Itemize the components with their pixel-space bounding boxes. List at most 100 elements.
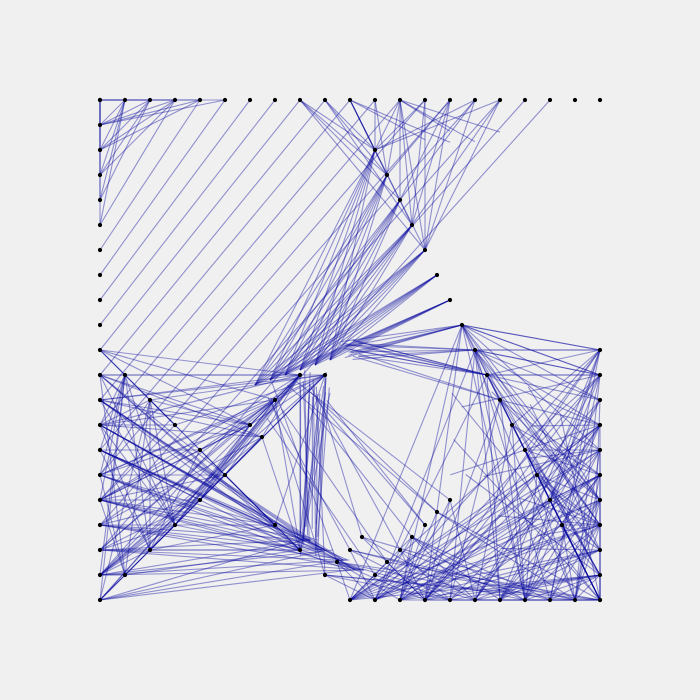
edge-left-mesh	[99, 399, 276, 526]
edge-left-bottom	[99, 449, 361, 571]
edge-bottom-chain	[336, 561, 376, 601]
chain-node	[509, 422, 515, 428]
edge-bottom-chain	[336, 561, 401, 601]
edge-left-bottom	[99, 399, 303, 541]
edge-left-bottom	[99, 569, 351, 601]
top-node	[222, 97, 228, 103]
edge-band	[341, 342, 488, 376]
edge-block-mesh	[261, 374, 301, 438]
top-node	[497, 97, 503, 103]
edge-band	[345, 324, 463, 347]
edge-mid-arc	[317, 378, 327, 547]
edge-arc-left	[99, 99, 176, 226]
edge-bottom-chain	[374, 574, 451, 601]
top-node	[272, 97, 278, 103]
edge-bottom-chain	[399, 549, 526, 601]
edge-top-fan	[424, 99, 476, 251]
chain-node	[472, 347, 478, 353]
right-node	[597, 522, 603, 528]
left-node	[97, 422, 103, 428]
left-node	[97, 472, 103, 478]
edge-mid-bottom	[461, 324, 576, 601]
edge-right-mesh	[486, 374, 601, 401]
edge-mid-arc	[308, 383, 401, 551]
edge-left-mesh	[99, 399, 276, 551]
right-node	[597, 372, 603, 378]
edge-bottom-chain	[349, 561, 388, 601]
edge-block-mesh	[174, 424, 251, 526]
edge-right-mesh	[549, 374, 601, 501]
edge-chain-sweep	[254, 249, 426, 386]
edge-band	[352, 355, 501, 401]
edge-left-mesh	[99, 549, 151, 576]
block-node	[122, 572, 128, 578]
edge-right-mesh	[453, 439, 601, 601]
edge-mid-arc	[296, 381, 451, 501]
edge-chain-sweep	[269, 224, 413, 381]
edge-chain-sweep	[269, 274, 438, 381]
edge-left-bottom	[99, 399, 323, 551]
edge-right-mesh	[561, 474, 601, 526]
edge-bottom-right	[474, 574, 601, 601]
edge-bottom-right	[574, 524, 601, 601]
edge-right-mesh	[461, 324, 601, 601]
edge-mid-arc	[302, 381, 310, 543]
edge-right-mesh	[461, 324, 601, 501]
edge-left-bottom	[99, 449, 348, 561]
edge-chain-sweep	[299, 274, 438, 371]
edge-left-mesh	[99, 524, 176, 576]
edge-block-mesh	[274, 374, 301, 401]
left-node	[97, 322, 103, 328]
edge-arc-left	[99, 99, 526, 576]
edge-right-mesh	[474, 349, 601, 526]
edge-mid-bottom	[399, 499, 551, 601]
edge-mid-bottom	[499, 399, 526, 601]
edge-block-mesh	[274, 374, 326, 401]
edge-band	[341, 324, 463, 343]
edge-block-mesh	[124, 374, 151, 551]
edge-bottom-right	[424, 374, 601, 601]
right-node	[597, 597, 603, 603]
bottom-node	[522, 597, 528, 603]
edge-left-mesh	[99, 424, 176, 526]
edge-mid-bottom	[449, 499, 551, 601]
left-node	[97, 222, 103, 228]
edge-mid-bottom	[399, 324, 463, 601]
edge-right-mesh	[461, 324, 601, 451]
edge-right-mesh	[536, 474, 601, 551]
edge-band	[349, 348, 488, 376]
left-node	[97, 547, 103, 553]
edge-left-bottom	[99, 549, 362, 571]
edge-bottom-right	[399, 524, 601, 601]
edge-left-mesh	[99, 349, 126, 376]
edge-bottom-chain	[399, 536, 413, 601]
edge-top-fan	[399, 99, 501, 133]
top-node	[522, 97, 528, 103]
edge-bottom-right	[549, 349, 601, 601]
edge-right-mesh	[491, 391, 601, 501]
edge-block-mesh	[199, 449, 301, 551]
edge-left-bottom	[99, 424, 356, 571]
edge-corner-tl	[99, 99, 226, 126]
edge-bottom-right	[574, 499, 601, 601]
top-node	[547, 97, 553, 103]
block-node	[172, 522, 178, 528]
edge-bottom-chain	[361, 536, 576, 601]
edge-top-fan	[374, 99, 501, 151]
edge-bottom-chain	[386, 561, 601, 601]
block-node	[197, 447, 203, 453]
edge-bottom-chain	[349, 536, 413, 601]
edge-left-bottom	[99, 499, 362, 571]
edge-chain-sweep	[284, 224, 413, 376]
edge-right-mesh	[483, 449, 601, 478]
edge-right-mesh	[524, 449, 601, 476]
edge-left-mesh	[99, 399, 276, 501]
edge-corner-tl	[99, 99, 151, 126]
edge-left-bottom	[99, 424, 310, 541]
edge-block-mesh	[149, 399, 176, 526]
edge-band	[352, 339, 488, 376]
edge-left-mesh	[99, 449, 201, 501]
edge-left-bottom	[99, 399, 344, 561]
chain-node	[384, 559, 390, 565]
